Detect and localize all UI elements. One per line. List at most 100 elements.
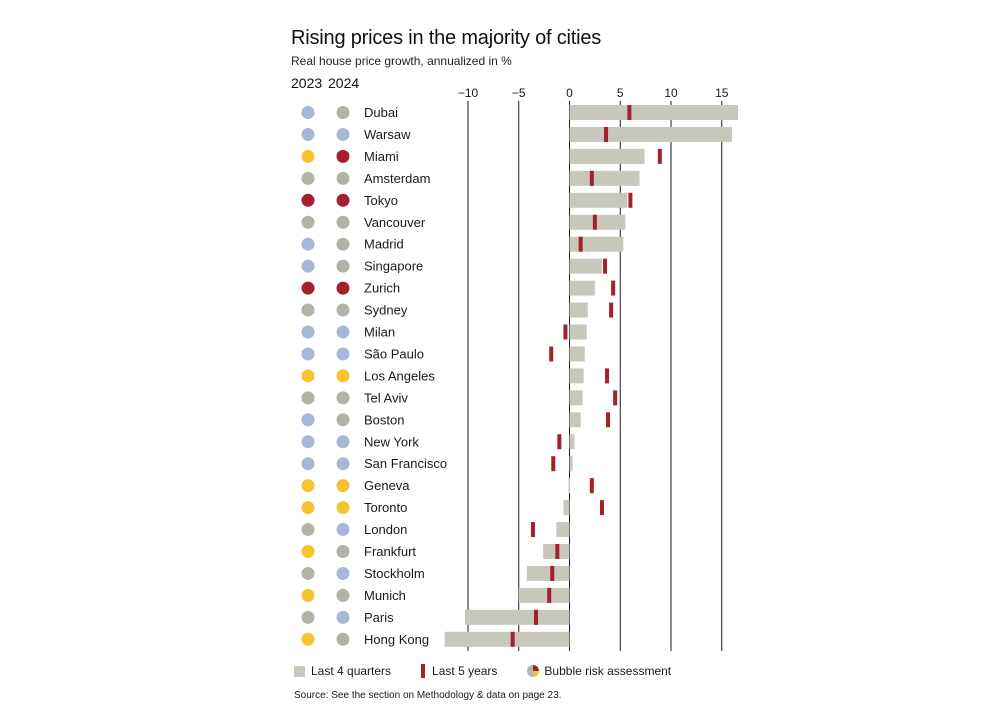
bar-last-4-quarters: [569, 368, 584, 384]
risk-dot-2023: [301, 501, 315, 515]
x-tick-label: 15: [715, 86, 729, 100]
city-label: Geneva: [364, 478, 410, 493]
bar-last-4-quarters: [569, 390, 583, 406]
x-tick-label: 0: [566, 86, 573, 100]
marker-last-5-years: [609, 302, 614, 318]
marker-last-5-years: [551, 456, 556, 472]
bar-last-4-quarters: [569, 346, 585, 362]
risk-dot-2024: [336, 435, 350, 449]
risk-dot-2024: [336, 215, 350, 229]
risk-dot-2024: [336, 259, 350, 273]
city-label: Zurich: [364, 281, 400, 296]
city-label: London: [364, 522, 407, 537]
risk-dot-2023: [301, 479, 315, 493]
bar-last-4-quarters: [569, 280, 595, 296]
marker-last-5-years: [628, 192, 633, 208]
bar-last-4-quarters: [569, 302, 588, 318]
risk-dot-2023: [301, 303, 315, 317]
legend-item-bubble-risk: Bubble risk assessment: [527, 664, 671, 678]
risk-dot-2024: [336, 325, 350, 339]
risk-dot-2023: [301, 632, 315, 646]
risk-dot-2024: [336, 457, 350, 471]
risk-dot-2023: [301, 215, 315, 229]
bar-last-4-quarters: [556, 522, 570, 538]
legend-label-bubble-risk: Bubble risk assessment: [544, 664, 672, 678]
legend-item-last-5-years: Last 5 years: [421, 664, 497, 678]
marker-last-5-years: [510, 631, 515, 647]
x-tick-label: −5: [512, 86, 526, 100]
risk-dot-2023: [301, 281, 315, 295]
city-label: Boston: [364, 412, 404, 427]
city-label: Hong Kong: [364, 632, 429, 647]
bar-last-4-quarters: [569, 324, 587, 340]
bar-last-4-quarters: [569, 434, 575, 450]
marker-last-5-years: [613, 390, 618, 406]
chart-legend: Last 4 quarters Last 5 years Bubble risk…: [294, 664, 701, 678]
bar-last-4-quarters: [526, 565, 570, 581]
risk-dot-2023: [301, 325, 315, 339]
risk-dot-2024: [336, 523, 350, 537]
risk-dot-2024: [336, 193, 350, 207]
column-header-2023: 2023: [291, 75, 323, 91]
risk-dot-2023: [301, 391, 315, 405]
marker-last-5-years: [530, 522, 535, 538]
risk-dot-2023: [301, 610, 315, 624]
risk-dot-2024: [336, 391, 350, 405]
bar-last-4-quarters: [569, 148, 645, 164]
marker-last-5-years: [547, 587, 552, 603]
bar-last-4-quarters: [569, 412, 581, 428]
x-tick-label: 5: [617, 86, 624, 100]
bar-last-4-quarters: [569, 192, 628, 208]
risk-dot-2024: [336, 237, 350, 251]
marker-last-5-years: [578, 236, 583, 252]
city-label: Vancouver: [364, 215, 426, 230]
risk-dot-2024: [336, 369, 350, 383]
risk-dot-2024: [336, 588, 350, 602]
risk-dot-2023: [301, 193, 315, 207]
bar-last-4-quarters: [569, 105, 738, 120]
bar-last-4-quarters: [464, 609, 570, 625]
city-label: Stockholm: [364, 566, 425, 581]
risk-dot-2024: [336, 501, 350, 515]
bar-last-4-quarters: [518, 587, 570, 603]
risk-dot-2024: [336, 127, 350, 141]
marker-last-5-years: [550, 565, 555, 581]
risk-dot-2023: [301, 435, 315, 449]
city-label: Sydney: [364, 303, 408, 318]
risk-dot-2023: [301, 545, 315, 558]
bar-last-4-quarters: [569, 236, 624, 252]
bar-last-4-quarters: [569, 170, 640, 186]
risk-dot-2023: [301, 259, 315, 273]
risk-dot-2023: [301, 171, 315, 185]
city-label: New York: [364, 434, 419, 449]
marker-last-5-years: [599, 500, 604, 516]
city-label: Amsterdam: [364, 171, 430, 186]
city-label: São Paulo: [364, 346, 424, 361]
city-label: Miami: [364, 149, 399, 164]
city-label: Paris: [364, 610, 394, 625]
legend-label-last-5-years: Last 5 years: [432, 664, 498, 678]
risk-dot-2024: [336, 566, 350, 580]
city-label: San Francisco: [364, 456, 447, 471]
legend-item-last-4-quarters: Last 4 quarters: [294, 664, 391, 678]
risk-dot-2023: [301, 457, 315, 471]
risk-dot-2023: [301, 588, 315, 602]
risk-dot-2024: [336, 281, 350, 295]
risk-dot-2023: [301, 347, 315, 361]
risk-dot-2023: [301, 127, 315, 141]
city-label: Tel Aviv: [364, 390, 408, 405]
risk-dot-2024: [336, 413, 350, 427]
risk-dot-2024: [336, 347, 350, 361]
risk-dot-2023: [301, 149, 315, 163]
bar-last-4-quarters: [569, 456, 573, 472]
risk-dot-2024: [336, 106, 350, 119]
bar-last-4-quarters: [563, 500, 570, 516]
risk-dot-2023: [301, 369, 315, 383]
city-label: Munich: [364, 588, 406, 603]
marker-last-5-years: [603, 258, 608, 274]
bubble-risk-pie-icon: [527, 665, 540, 677]
risk-dot-2024: [336, 545, 350, 558]
city-label: Frankfurt: [364, 544, 416, 559]
